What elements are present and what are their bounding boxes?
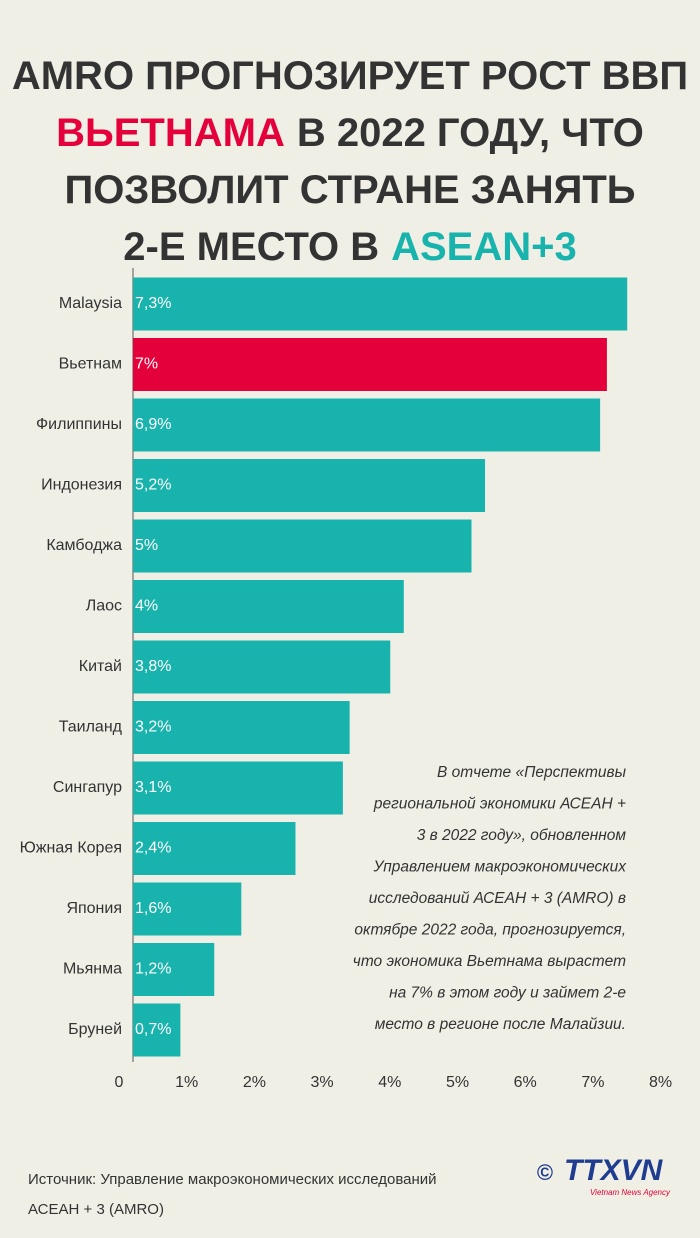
- category-label: Камбоджа: [46, 537, 122, 554]
- annotation: 3 в 2022 году», обновленном: [417, 827, 627, 844]
- x-tick-label: 6%: [514, 1074, 537, 1091]
- value-label: 3,1%: [135, 779, 171, 796]
- title-segment: ВЬЕТНАМА: [56, 111, 285, 155]
- value-label: 6,9%: [135, 416, 171, 433]
- annotation: место в регионе после Малайзии.: [375, 1016, 626, 1033]
- value-label: 5%: [135, 537, 158, 554]
- value-label: 5,2%: [135, 477, 171, 494]
- category-label: Япония: [66, 900, 122, 917]
- source: Источник: Управление макроэкономических …: [28, 1171, 437, 1188]
- bar: [133, 701, 350, 754]
- source: АСЕАН + 3 (AMRO): [28, 1201, 164, 1218]
- x-tick-label: 7%: [581, 1074, 604, 1091]
- title-segment: В 2022 ГОДУ, ЧТО: [297, 111, 644, 155]
- x-tick-label: 1%: [175, 1074, 198, 1091]
- value-label: 4%: [135, 598, 158, 615]
- logo-symbol: ©: [537, 1160, 553, 1185]
- annotation: октябре 2022 года, прогнозируется,: [354, 922, 626, 939]
- x-tick-label: 3%: [311, 1074, 334, 1091]
- value-label: 2,4%: [135, 840, 171, 857]
- bar: [133, 580, 404, 633]
- bar: [133, 338, 607, 391]
- bar: [133, 882, 242, 936]
- title-segment: ASEAN+3: [391, 225, 577, 269]
- logo-name: TTXVN: [564, 1154, 664, 1187]
- chart-title: ВЬЕТНАМА В 2022 ГОДУ, ЧТО: [56, 111, 644, 155]
- annotation: исследований АСЕАН + 3 (AMRO) в: [369, 890, 626, 907]
- x-tick-label: 0: [115, 1074, 124, 1091]
- bar: [133, 943, 215, 996]
- bar: [133, 640, 391, 694]
- bar: [133, 1003, 181, 1057]
- bar: [133, 398, 601, 452]
- title-segment: ПОЗВОЛИТ СТРАНЕ ЗАНЯТЬ: [64, 168, 635, 212]
- annotation: что экономика Вьетнама вырастет: [353, 953, 626, 970]
- title-segment: AMRO ПРОГНОЗИРУЕТ РОСТ ВВП: [12, 54, 688, 98]
- bar: [133, 277, 628, 331]
- annotation: региональной экономики АСЕАН +: [373, 796, 626, 813]
- category-label: Лаос: [86, 598, 122, 615]
- category-label: Сингапур: [53, 779, 122, 796]
- category-label: Китай: [79, 658, 122, 675]
- annotation: В отчете «Перспективы: [437, 764, 627, 781]
- value-label: 3,2%: [135, 719, 171, 736]
- bar: [133, 822, 296, 875]
- category-label: Индонезия: [41, 477, 122, 494]
- x-tick-label: 5%: [446, 1074, 469, 1091]
- value-label: 1,2%: [135, 961, 171, 978]
- x-tick-label: 4%: [378, 1074, 401, 1091]
- chart-title: ПОЗВОЛИТ СТРАНЕ ЗАНЯТЬ: [64, 168, 635, 212]
- category-label: Филиппины: [36, 416, 122, 433]
- value-label: 3,8%: [135, 658, 171, 675]
- annotation: на 7% в этом году и займет 2-е: [389, 985, 626, 1002]
- logo-subtitle: Vietnam News Agency: [590, 1188, 671, 1197]
- value-label: 1,6%: [135, 900, 171, 917]
- chart-title: 2-Е МЕСТО В ASEAN+3: [123, 225, 576, 269]
- category-label: Южная Корея: [20, 840, 122, 857]
- title-segment: 2-Е МЕСТО В: [123, 225, 379, 269]
- value-label: 7%: [135, 356, 158, 373]
- category-label: Мьянма: [63, 961, 122, 978]
- x-tick-label: 8%: [649, 1074, 672, 1091]
- chart-title: AMRO ПРОГНОЗИРУЕТ РОСТ ВВП: [12, 54, 688, 98]
- annotation: Управлением макроэкономических: [373, 859, 628, 876]
- bar: [133, 761, 343, 815]
- value-label: 7,3%: [135, 295, 171, 312]
- bar: [133, 519, 472, 573]
- bar: [133, 459, 486, 512]
- value-label: 0,7%: [135, 1021, 171, 1038]
- category-label: Malaysia: [59, 295, 122, 312]
- category-label: Таиланд: [59, 719, 123, 736]
- category-label: Вьетнам: [59, 356, 122, 373]
- category-label: Бруней: [68, 1021, 122, 1038]
- x-tick-label: 2%: [243, 1074, 266, 1091]
